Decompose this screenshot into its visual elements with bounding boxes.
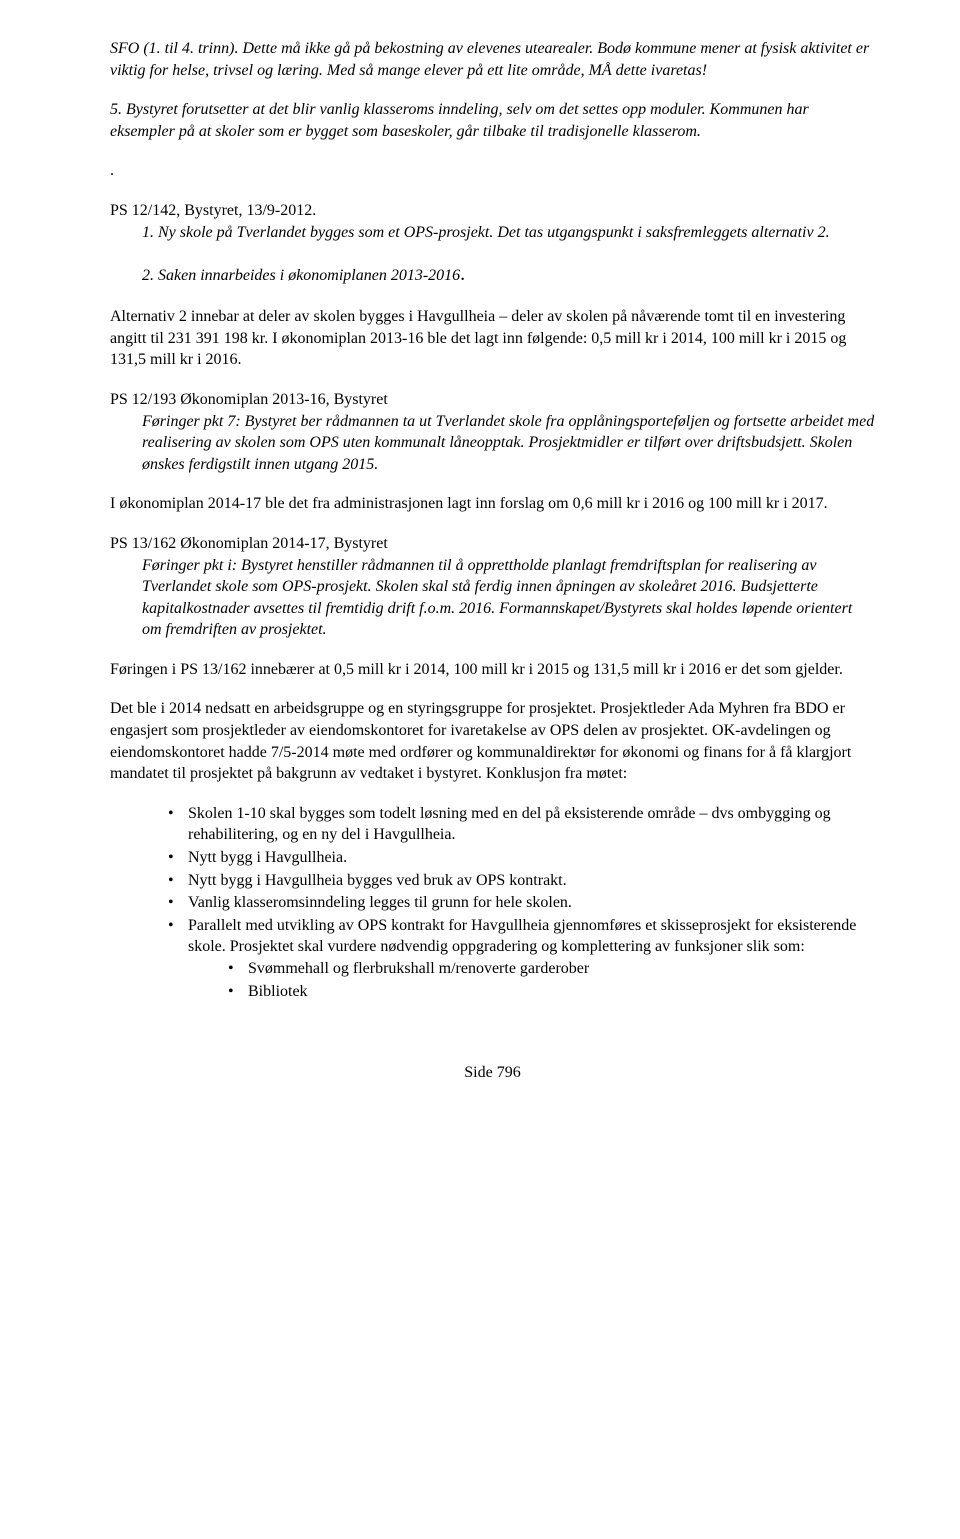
- ps-12-142-item-2: 2. Saken innarbeides i økonomiplanen 201…: [110, 261, 875, 288]
- okonomiplan-paragraph: I økonomiplan 2014-17 ble det fra admini…: [110, 493, 875, 515]
- ps-12-142-block: PS 12/142, Bystyret, 13/9-2012. 1. Ny sk…: [110, 200, 875, 243]
- intro-paragraph-2: 5. Bystyret forutsetter at det blir vanl…: [110, 99, 875, 142]
- ps-12-142-item-1: 1. Ny skole på Tverlandet bygges som et …: [110, 222, 875, 244]
- ps-12-193-title: PS 12/193 Økonomiplan 2013-16, Bystyret: [110, 389, 875, 411]
- conclusion-bullet-list: Skolen 1-10 skal bygges som todelt løsni…: [110, 803, 875, 1002]
- ps-13-162-block: PS 13/162 Økonomiplan 2014-17, Bystyret …: [110, 533, 875, 641]
- bullet-item-5-text: Parallelt med utvikling av OPS kontrakt …: [188, 917, 856, 956]
- sub-bullet-1: Svømmehall og flerbrukshall m/renoverte …: [228, 958, 875, 980]
- sub-bullet-2: Bibliotek: [228, 981, 875, 1003]
- bullet-item-1: Skolen 1-10 skal bygges som todelt løsni…: [168, 803, 875, 846]
- ps-12-193-block: PS 12/193 Økonomiplan 2013-16, Bystyret …: [110, 389, 875, 475]
- bullet-item-5: Parallelt med utvikling av OPS kontrakt …: [168, 915, 875, 1002]
- separator-dot: .: [110, 160, 875, 182]
- sub-bullet-list: Svømmehall og flerbrukshall m/renoverte …: [188, 958, 875, 1002]
- arbeidsgruppe-paragraph: Det ble i 2014 nedsatt en arbeidsgruppe …: [110, 698, 875, 784]
- intro-paragraph-1: SFO (1. til 4. trinn). Dette må ikke gå …: [110, 38, 875, 81]
- foring-paragraph: Føringen i PS 13/162 innebærer at 0,5 mi…: [110, 659, 875, 681]
- ps-12-193-body: Føringer pkt 7: Bystyret ber rådmannen t…: [110, 411, 875, 476]
- ps-12-142-title: PS 12/142, Bystyret, 13/9-2012.: [110, 200, 875, 222]
- bullet-item-2: Nytt bygg i Havgullheia.: [168, 847, 875, 869]
- ps-12-142-item-2-period: .: [460, 263, 465, 285]
- alternative-2-paragraph: Alternativ 2 innebar at deler av skolen …: [110, 306, 875, 371]
- bullet-item-3: Nytt bygg i Havgullheia bygges ved bruk …: [168, 870, 875, 892]
- ps-13-162-title: PS 13/162 Økonomiplan 2014-17, Bystyret: [110, 533, 875, 555]
- ps-12-142-item-2-text: 2. Saken innarbeides i økonomiplanen 201…: [142, 267, 460, 284]
- bullet-item-4: Vanlig klasseromsinndeling legges til gr…: [168, 892, 875, 914]
- ps-13-162-body: Føringer pkt i: Bystyret henstiller rådm…: [110, 555, 875, 641]
- page-number: Side 796: [110, 1062, 875, 1084]
